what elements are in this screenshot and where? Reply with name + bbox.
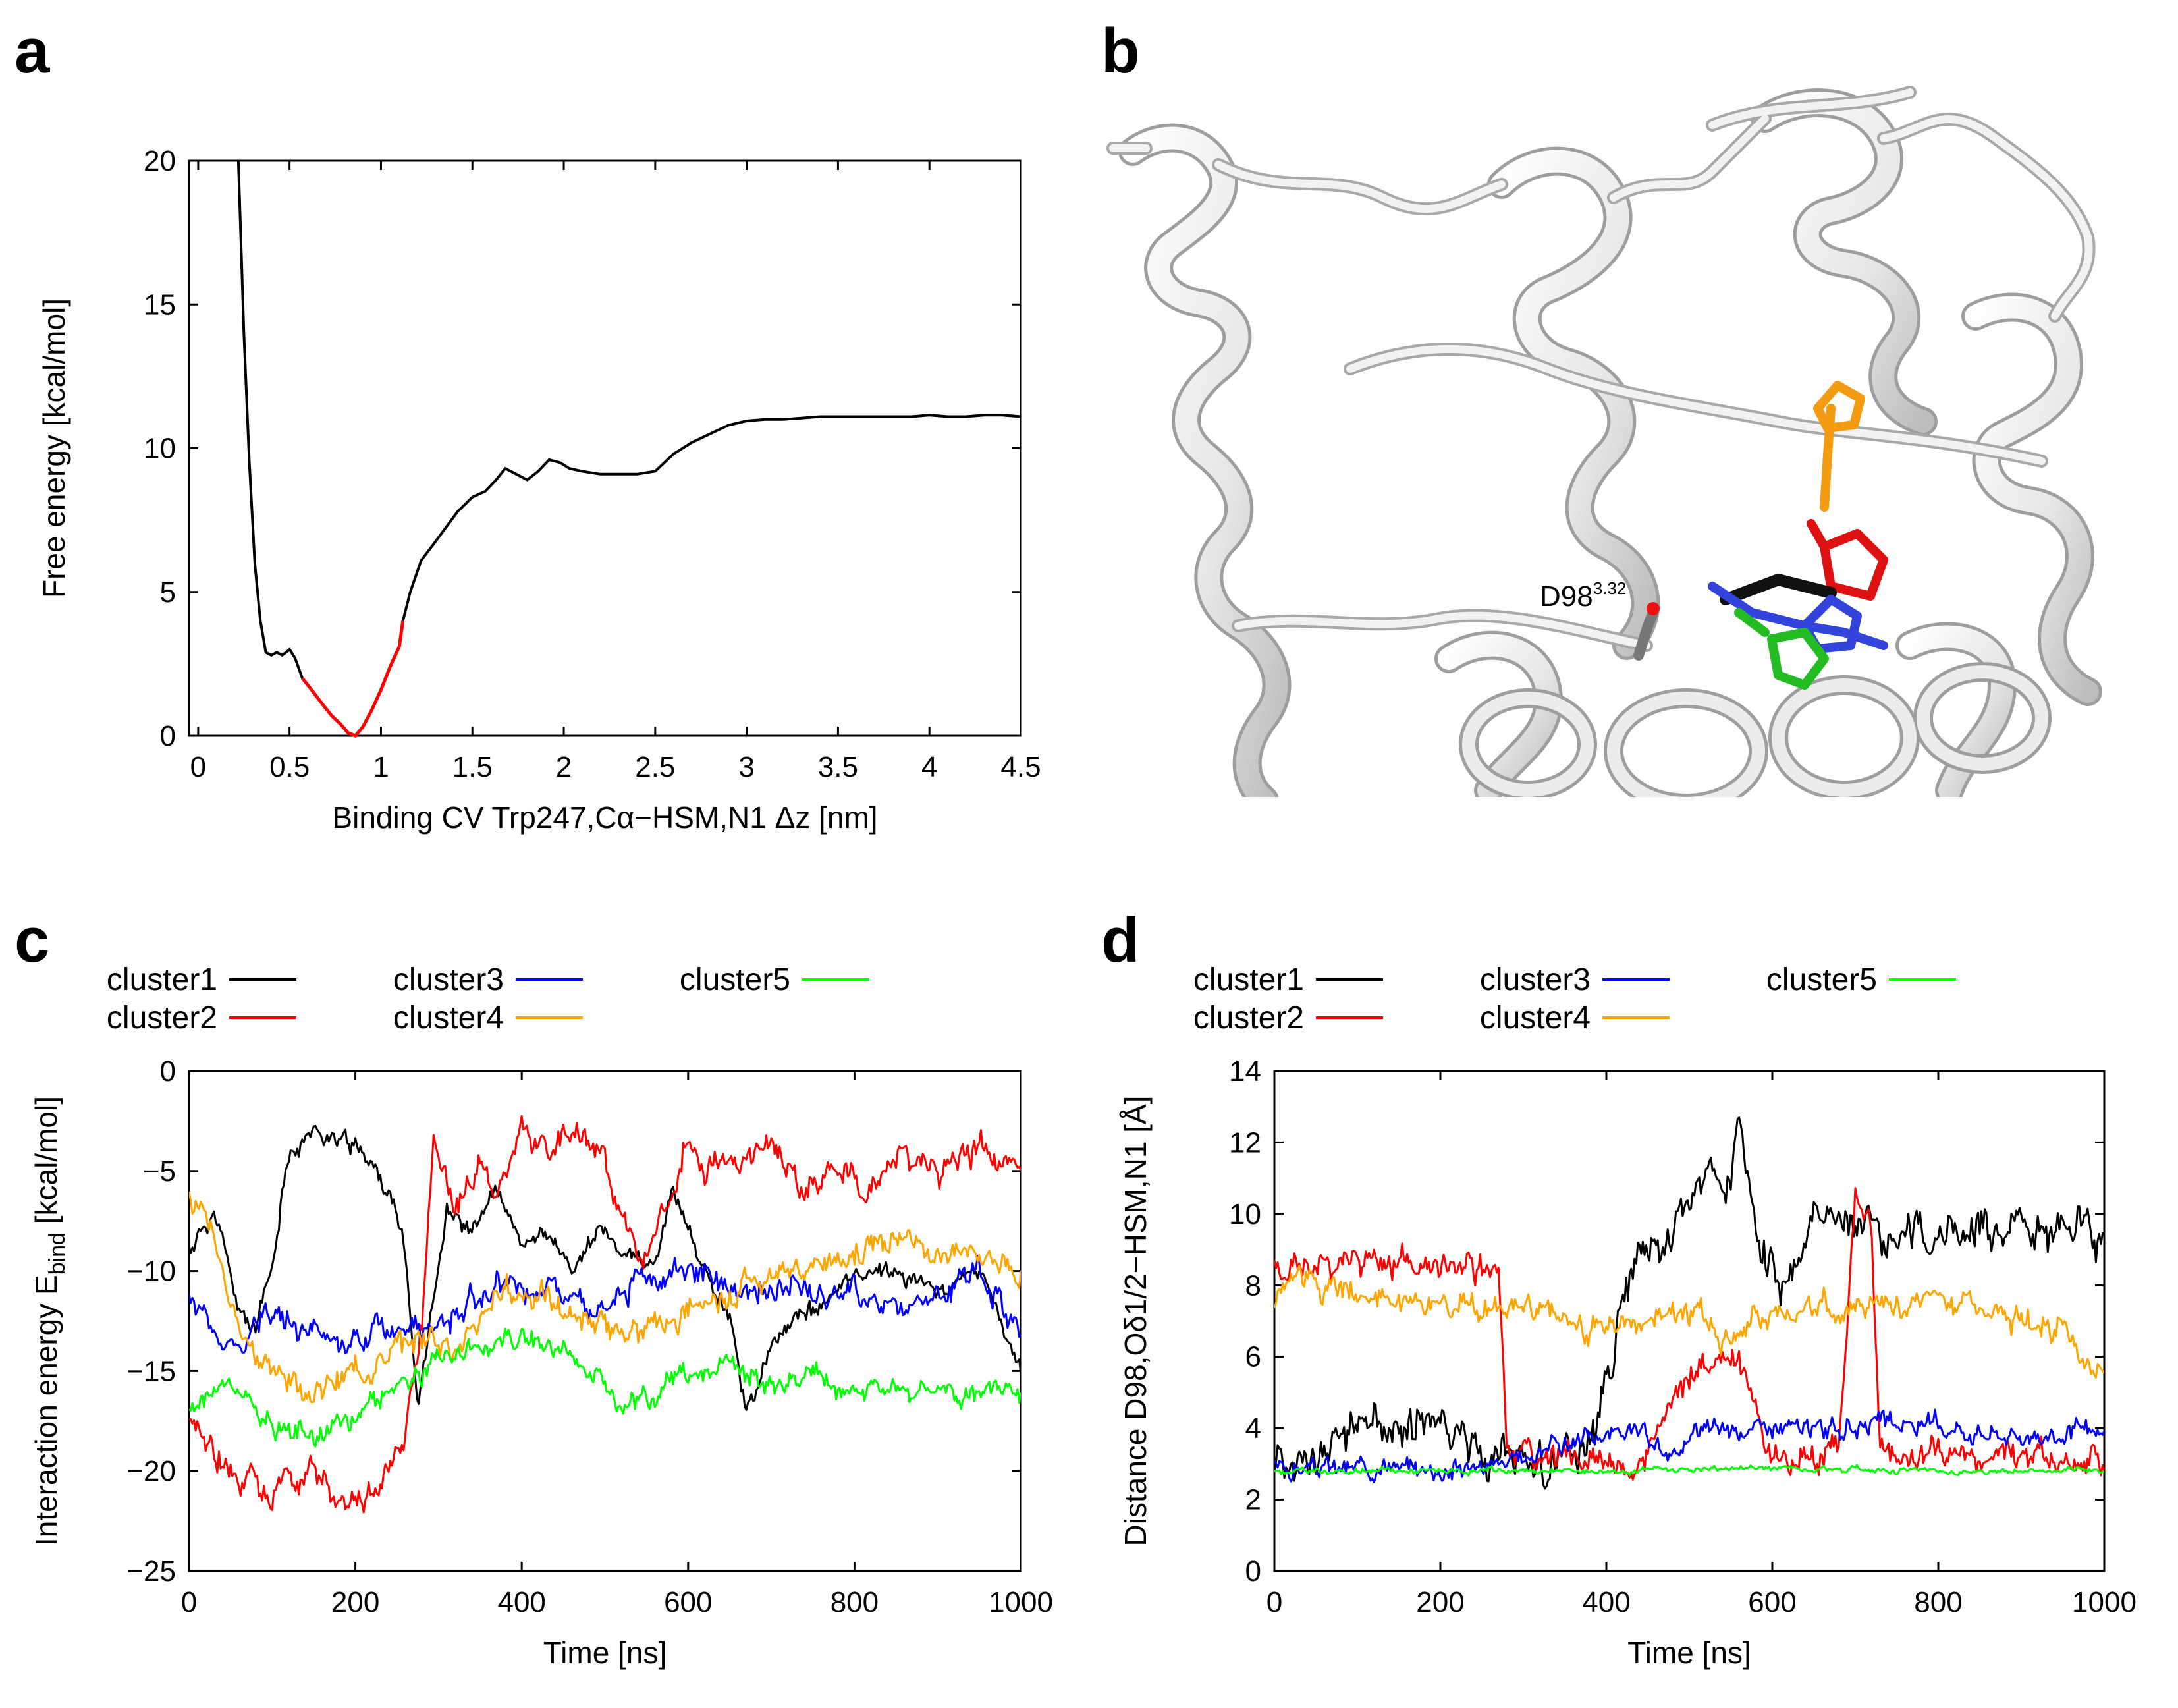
x-tick-label: 4	[921, 751, 937, 783]
x-tick-label: 2	[556, 751, 572, 783]
x-tick-label: 0	[1266, 1586, 1282, 1618]
y-tick-label: 20	[144, 145, 176, 177]
x-tick-label: 0	[181, 1586, 197, 1618]
plot-frame	[188, 1070, 1022, 1572]
x-tick-label: 4.5	[1000, 751, 1041, 783]
x-tick-label: 600	[664, 1586, 712, 1618]
protein-ribbon	[1106, 86, 2102, 797]
panel-letter-a: a	[14, 16, 50, 86]
x-tick-label: 1.5	[452, 751, 493, 783]
legend-label-cluster5: cluster5	[1766, 962, 1877, 997]
x-tick-label: 3	[738, 751, 754, 783]
series-line-cluster2	[1274, 1187, 2104, 1481]
series-line-cluster4	[189, 1192, 1021, 1404]
panel-d-distance-plot: 0 200 400 600 800 1000 0 2 4 6 8 10 12 14 Time [ns] Dis…	[1118, 1055, 2137, 1670]
y-tick-label: 0	[1245, 1555, 1261, 1587]
series-line-cluster4	[1274, 1264, 2104, 1379]
x-tick-label: 2.5	[635, 751, 675, 783]
free-energy-curve	[236, 160, 1021, 738]
x-tick-label: 1000	[2072, 1586, 2137, 1618]
legend-label-cluster4: cluster4	[393, 1001, 504, 1035]
y-tick-label: 10	[144, 433, 176, 465]
y-tick-label: 10	[1229, 1198, 1261, 1230]
legend-label-cluster3: cluster3	[393, 962, 504, 997]
y-tick-label: −15	[126, 1355, 176, 1387]
y-tick-label: 5	[160, 576, 176, 609]
y-tick-label: −25	[126, 1555, 176, 1587]
series-group	[1274, 1116, 2104, 1490]
y-tick-label: 4	[1245, 1412, 1261, 1445]
x-tick-label: 400	[497, 1586, 545, 1618]
series-line-cluster3	[1274, 1408, 2104, 1483]
series-line-cluster2	[189, 1115, 1021, 1514]
y-axis-label: Distance D98,Oδ1/2−HSM,N1 [Å]	[1118, 1096, 1153, 1547]
panel-c-interaction-energy-plot: 0 200 400 600 800 1000 −25 −20 −15 −10 −5 0 Time [ns…	[29, 1055, 1053, 1670]
series-line-cluster1	[189, 1124, 1021, 1411]
ligand-cluster-poses	[1633, 381, 1888, 690]
panel-d-legend: cluster1 cluster2 cluster3 cluster4 cluster5	[1193, 962, 1956, 1035]
x-tick-label: 1	[373, 751, 389, 783]
panel-a-free-energy-plot: 0 0.5 1 1.5 2 2.5 3 3.5 4 4.5 0 5 10 15 20 Binding CV T…	[37, 145, 1041, 835]
y-tick-label: −10	[126, 1255, 176, 1288]
panel-c-legend: cluster1 cluster2 cluster3 cluster4 cluster5	[107, 962, 869, 1035]
free-energy-minimum-segment	[301, 620, 405, 738]
x-tick-label: 0.5	[269, 751, 310, 783]
x-axis-label: Time [ns]	[543, 1636, 667, 1670]
x-tick-label: 200	[1416, 1586, 1464, 1618]
legend-label-cluster1: cluster1	[107, 962, 217, 997]
x-tick-label: 200	[331, 1586, 379, 1618]
x-axis-label: Binding CV Trp247,Cα−HSM,N1 Δz [nm]	[332, 800, 877, 835]
y-tick-label: −20	[126, 1455, 176, 1487]
legend-label-cluster4: cluster4	[1480, 1001, 1591, 1035]
series-line-cluster5	[1274, 1464, 2104, 1477]
x-tick-label: 400	[1582, 1586, 1630, 1618]
plot-frame	[1273, 1070, 2106, 1572]
x-tick-label: 1000	[989, 1586, 1053, 1618]
panel-b-protein-structure: D983.32	[1106, 86, 2102, 797]
y-tick-label: 0	[160, 720, 176, 752]
legend-label-cluster5: cluster5	[680, 962, 790, 997]
y-tick-label: 2	[1245, 1484, 1261, 1516]
y-tick-label: 15	[144, 289, 176, 321]
series-line-cluster3	[189, 1254, 1021, 1355]
legend-label-cluster2: cluster2	[107, 1001, 217, 1035]
x-tick-label: 800	[830, 1586, 879, 1618]
panel-letter-d: d	[1101, 905, 1140, 976]
y-tick-label: −5	[143, 1155, 176, 1188]
residue-label-d98: D983.32	[1540, 578, 1626, 613]
x-tick-label: 800	[1914, 1586, 1962, 1618]
series-line-cluster1	[1274, 1116, 2104, 1490]
y-axis-label: Interaction energy Ebind [kcal/mol]	[29, 1096, 70, 1546]
x-tick-label: 600	[1748, 1586, 1796, 1618]
series-line-cluster5	[189, 1327, 1021, 1448]
y-tick-label: 6	[1245, 1341, 1261, 1373]
x-tick-label: 0	[190, 751, 206, 783]
y-axis-label: Free energy [kcal/mol]	[37, 298, 71, 598]
y-tick-label: 0	[160, 1055, 176, 1088]
x-tick-label: 3.5	[818, 751, 858, 783]
plot-frame	[188, 159, 1022, 737]
panel-letter-c: c	[14, 905, 49, 976]
y-tick-label: 14	[1229, 1055, 1261, 1088]
panel-letter-b: b	[1101, 16, 1140, 86]
legend-label-cluster2: cluster2	[1193, 1001, 1304, 1035]
y-tick-label: 8	[1245, 1269, 1261, 1302]
series-group	[189, 1115, 1021, 1514]
legend-label-cluster3: cluster3	[1480, 962, 1591, 997]
legend-label-cluster1: cluster1	[1193, 962, 1304, 997]
x-axis-label: Time [ns]	[1627, 1636, 1751, 1670]
y-tick-label: 12	[1229, 1126, 1261, 1159]
